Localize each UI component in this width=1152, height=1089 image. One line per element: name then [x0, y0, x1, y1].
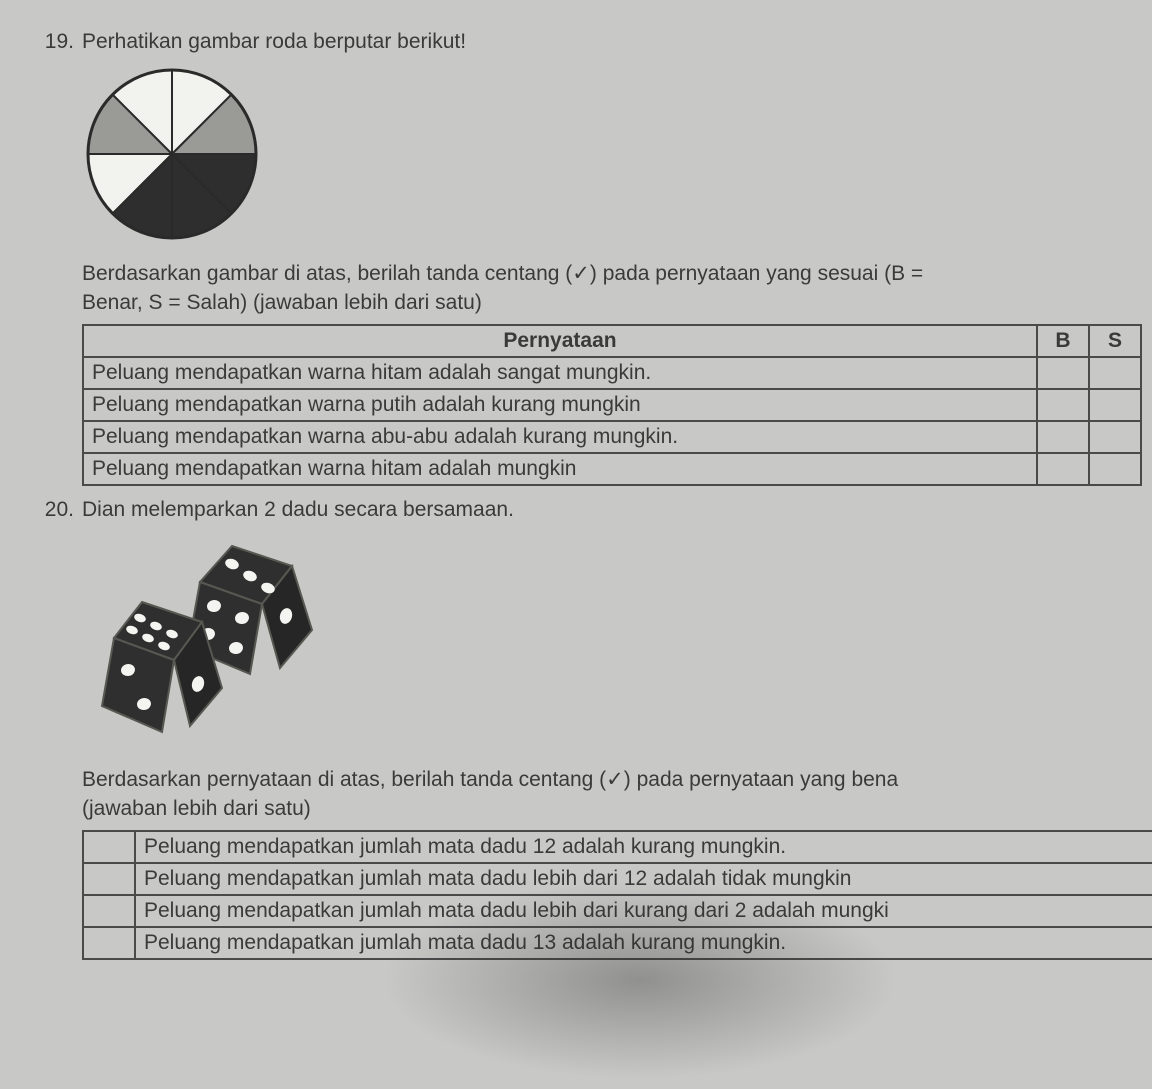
checkbox-cell[interactable]: [83, 927, 135, 959]
question-19: 19. Perhatikan gambar roda berputar beri…: [30, 30, 1152, 486]
q19-instruction-line2: Benar, S = Salah) (jawaban lebih dari sa…: [82, 288, 1142, 317]
checkbox-s[interactable]: [1089, 421, 1141, 453]
checkbox-s[interactable]: [1089, 389, 1141, 421]
question-20: 20. Dian melemparkan 2 dadu secara bersa…: [30, 498, 1152, 960]
dice-icon: [82, 536, 342, 746]
table-header-row: Pernyataan B S: [83, 325, 1141, 357]
table-row: Peluang mendapatkan warna hitam adalah s…: [83, 357, 1141, 389]
q20-table: Peluang mendapatkan jumlah mata dadu 12 …: [82, 830, 1152, 960]
table-row: Peluang mendapatkan warna putih adalah k…: [83, 389, 1141, 421]
table-row: Peluang mendapatkan warna abu-abu adalah…: [83, 421, 1141, 453]
q19-table: Pernyataan B S Peluang mendapatkan warna…: [82, 324, 1142, 486]
q20-number: 20.: [30, 498, 74, 522]
q19-instruction-line1: Berdasarkan gambar di atas, berilah tand…: [82, 259, 1142, 288]
q20-instruction-line2: (jawaban lebih dari satu): [82, 794, 1142, 823]
table-row: Peluang mendapatkan jumlah mata dadu leb…: [83, 863, 1152, 895]
checkbox-cell[interactable]: [83, 895, 135, 927]
header-s: S: [1089, 325, 1141, 357]
q19-prompt: Perhatikan gambar roda berputar berikut!: [82, 30, 1152, 54]
checkbox-cell[interactable]: [83, 831, 135, 863]
checkbox-cell[interactable]: [83, 863, 135, 895]
checkbox-b[interactable]: [1037, 453, 1089, 485]
pie-chart-icon: [82, 64, 262, 244]
statement-cell: Peluang mendapatkan jumlah mata dadu leb…: [135, 895, 1152, 927]
checkbox-s[interactable]: [1089, 453, 1141, 485]
statement-cell: Peluang mendapatkan warna hitam adalah m…: [83, 453, 1037, 485]
header-pernyataan: Pernyataan: [83, 325, 1037, 357]
statement-cell: Peluang mendapatkan jumlah mata dadu leb…: [135, 863, 1152, 895]
checkbox-b[interactable]: [1037, 421, 1089, 453]
statement-cell: Peluang mendapatkan warna putih adalah k…: [83, 389, 1037, 421]
statement-cell: Peluang mendapatkan jumlah mata dadu 12 …: [135, 831, 1152, 863]
table-row: Peluang mendapatkan jumlah mata dadu 12 …: [83, 831, 1152, 863]
checkbox-s[interactable]: [1089, 357, 1141, 389]
q20-instruction-line1: Berdasarkan pernyataan di atas, berilah …: [82, 765, 1142, 794]
checkbox-b[interactable]: [1037, 389, 1089, 421]
q19-number: 19.: [30, 30, 74, 54]
dice-figure: [82, 536, 1152, 751]
q20-prompt: Dian melemparkan 2 dadu secara bersamaan…: [82, 498, 1152, 522]
statement-cell: Peluang mendapatkan warna hitam adalah s…: [83, 357, 1037, 389]
spinner-wheel-figure: [82, 64, 1152, 249]
checkbox-b[interactable]: [1037, 357, 1089, 389]
header-b: B: [1037, 325, 1089, 357]
table-row: Peluang mendapatkan jumlah mata dadu leb…: [83, 895, 1152, 927]
statement-cell: Peluang mendapatkan warna abu-abu adalah…: [83, 421, 1037, 453]
statement-cell: Peluang mendapatkan jumlah mata dadu 13 …: [135, 927, 1152, 959]
table-row: Peluang mendapatkan jumlah mata dadu 13 …: [83, 927, 1152, 959]
table-row: Peluang mendapatkan warna hitam adalah m…: [83, 453, 1141, 485]
